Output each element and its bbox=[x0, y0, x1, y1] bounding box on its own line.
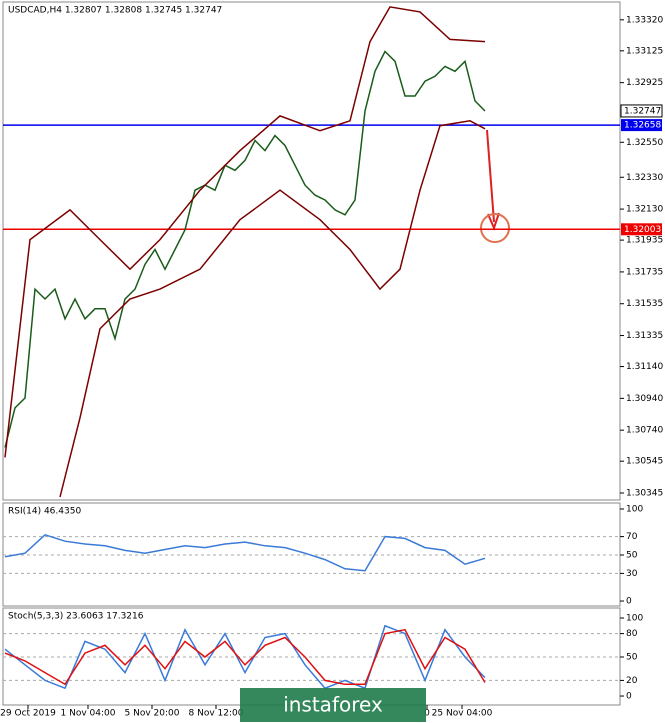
pane-title: USDCAD,H4 1.32807 1.32808 1.32745 1.3274… bbox=[8, 6, 222, 16]
pane-title: RSI(14) 46.4350 bbox=[8, 507, 81, 517]
series-line bbox=[59, 120, 486, 498]
level-label: 1.32658 bbox=[624, 121, 661, 131]
series-line bbox=[4, 624, 486, 690]
price-pane bbox=[2, 1, 621, 501]
y-tick-label: 1.32925 bbox=[626, 78, 663, 88]
y-tick-label: 100 bbox=[626, 613, 643, 623]
y-tick-label: 50 bbox=[626, 653, 638, 663]
x-tick-label: 1 Nov 04:00 bbox=[61, 709, 116, 719]
y-tick-label: 1.30740 bbox=[626, 426, 663, 436]
y-tick-label: 1.31140 bbox=[626, 362, 663, 372]
y-tick-label: 1.31535 bbox=[626, 299, 663, 309]
current-price-label: 1.32747 bbox=[624, 106, 661, 116]
current-price-box bbox=[620, 104, 663, 118]
x-tick-label: 25 Nov 04:00 bbox=[432, 709, 493, 719]
y-tick-label: 1.31935 bbox=[626, 236, 663, 246]
pane-title: Stoch(5,3,3) 23.6063 17.3216 bbox=[8, 612, 144, 622]
level-label: 1.32003 bbox=[624, 225, 661, 235]
series-line bbox=[4, 533, 486, 572]
forecast-arrow bbox=[486, 129, 495, 223]
arrow-head bbox=[487, 212, 500, 231]
y-tick-label: 1.32550 bbox=[626, 138, 663, 148]
y-tick-label: 1.31335 bbox=[626, 331, 663, 341]
y-tick-label: 70 bbox=[626, 532, 638, 542]
y-tick-label: 1.31735 bbox=[626, 267, 663, 277]
y-tick-label: 100 bbox=[626, 504, 643, 514]
y-tick-label: 1.33320 bbox=[626, 15, 663, 25]
y-tick-label: 0 bbox=[626, 597, 632, 607]
x-tick-label: 29 Oct 2019 bbox=[0, 709, 56, 719]
y-tick-label: 1.30545 bbox=[626, 457, 663, 467]
x-tick-label: 0 bbox=[424, 709, 430, 719]
y-tick-label: 1.30940 bbox=[626, 394, 663, 404]
level-box bbox=[621, 223, 662, 236]
x-tick-label: 5 Nov 20:00 bbox=[125, 709, 180, 719]
watermark-box bbox=[240, 688, 426, 722]
series-line bbox=[4, 50, 486, 448]
series-line bbox=[4, 6, 486, 458]
watermark: instaforex bbox=[283, 693, 383, 717]
y-tick-label: 1.33125 bbox=[626, 46, 663, 56]
y-tick-label: 20 bbox=[626, 676, 638, 686]
y-tick-label: 1.32130 bbox=[626, 205, 663, 215]
level-box bbox=[621, 119, 662, 132]
y-tick-label: 80 bbox=[626, 629, 638, 639]
series-line bbox=[4, 628, 486, 686]
y-tick-label: 30 bbox=[626, 569, 638, 579]
target-circle bbox=[480, 213, 510, 243]
y-tick-label: 1.32330 bbox=[626, 173, 663, 183]
x-tick-label: 8 Nov 12:00 bbox=[189, 709, 244, 719]
y-tick-label: 1.30345 bbox=[626, 489, 663, 499]
y-tick-label: 50 bbox=[626, 551, 638, 561]
y-tick-label: 0 bbox=[626, 692, 632, 702]
rsi-pane bbox=[2, 502, 621, 607]
